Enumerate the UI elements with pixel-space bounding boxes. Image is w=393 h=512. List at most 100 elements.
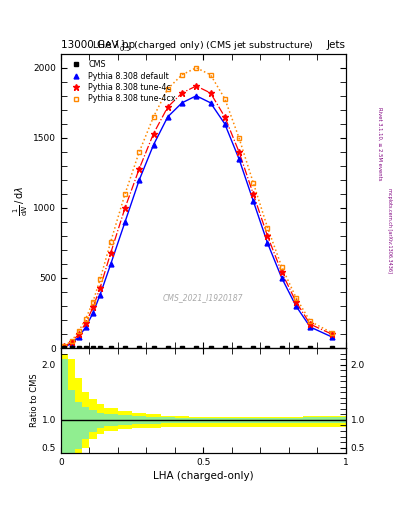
Pythia 8.308 default: [237, 156, 241, 162]
Pythia 8.308 tune-4c: [83, 319, 88, 326]
Text: Rivet 3.1.10, ≥ 2.5M events: Rivet 3.1.10, ≥ 2.5M events: [377, 106, 382, 180]
Text: mcplots.cern.ch [arXiv:1306.3436]: mcplots.cern.ch [arXiv:1306.3436]: [387, 188, 391, 273]
Pythia 8.308 tune-4cx: [108, 239, 113, 245]
Line: CMS: CMS: [63, 346, 333, 350]
Pythia 8.308 tune-4cx: [308, 318, 312, 325]
Text: CMS_2021_I1920187: CMS_2021_I1920187: [163, 293, 244, 303]
Pythia 8.308 tune-4cx: [98, 276, 103, 283]
Pythia 8.308 tune-4cx: [137, 149, 141, 155]
Pythia 8.308 default: [91, 310, 95, 316]
Pythia 8.308 tune-4cx: [69, 338, 74, 344]
CMS: [194, 345, 198, 351]
X-axis label: LHA (charged-only): LHA (charged-only): [153, 471, 254, 481]
Pythia 8.308 default: [251, 198, 255, 204]
Pythia 8.308 tune-4cx: [91, 298, 95, 305]
CMS: [91, 345, 95, 351]
Pythia 8.308 tune-4cx: [123, 191, 127, 197]
Pythia 8.308 tune-4c: [91, 304, 95, 310]
CMS: [329, 345, 334, 351]
Pythia 8.308 default: [329, 334, 334, 340]
Legend: CMS, Pythia 8.308 default, Pythia 8.308 tune-4c, Pythia 8.308 tune-4cx: CMS, Pythia 8.308 default, Pythia 8.308 …: [65, 58, 178, 106]
CMS: [308, 345, 312, 351]
CMS: [251, 345, 255, 351]
CMS: [222, 345, 227, 351]
Pythia 8.308 default: [108, 261, 113, 267]
CMS: [108, 345, 113, 351]
Pythia 8.308 tune-4c: [251, 191, 255, 197]
Y-axis label: $\frac{1}{\mathrm{d}N}\,/\,\mathrm{d}\lambda$: $\frac{1}{\mathrm{d}N}\,/\,\mathrm{d}\la…: [12, 186, 30, 216]
Pythia 8.308 default: [265, 240, 270, 246]
Pythia 8.308 default: [208, 100, 213, 106]
Pythia 8.308 tune-4cx: [194, 65, 198, 71]
Pythia 8.308 tune-4c: [137, 165, 141, 172]
Pythia 8.308 tune-4c: [151, 131, 156, 137]
Pythia 8.308 default: [194, 93, 198, 99]
Pythia 8.308 tune-4cx: [165, 86, 170, 92]
Pythia 8.308 tune-4cx: [222, 96, 227, 102]
CMS: [165, 345, 170, 351]
Pythia 8.308 tune-4c: [208, 90, 213, 96]
Pythia 8.308 default: [165, 114, 170, 120]
CMS: [83, 345, 88, 351]
Pythia 8.308 tune-4cx: [83, 315, 88, 322]
Pythia 8.308 default: [123, 219, 127, 225]
Pythia 8.308 tune-4c: [237, 149, 241, 155]
Pythia 8.308 default: [69, 341, 74, 347]
Pythia 8.308 default: [76, 334, 81, 340]
Pythia 8.308 tune-4c: [279, 269, 284, 275]
Pythia 8.308 default: [222, 121, 227, 127]
CMS: [294, 345, 298, 351]
CMS: [180, 345, 184, 351]
Pythia 8.308 default: [151, 142, 156, 148]
CMS: [265, 345, 270, 351]
CMS: [98, 345, 103, 351]
Pythia 8.308 tune-4c: [194, 83, 198, 89]
Pythia 8.308 tune-4c: [180, 90, 184, 96]
CMS: [279, 345, 284, 351]
Pythia 8.308 tune-4c: [165, 104, 170, 110]
Line: Pythia 8.308 tune-4cx: Pythia 8.308 tune-4cx: [62, 66, 334, 348]
Pythia 8.308 tune-4cx: [76, 328, 81, 334]
Pythia 8.308 tune-4c: [69, 339, 74, 346]
Pythia 8.308 tune-4c: [123, 205, 127, 211]
CMS: [237, 345, 241, 351]
Pythia 8.308 default: [180, 100, 184, 106]
Pythia 8.308 default: [98, 292, 103, 298]
Pythia 8.308 default: [62, 344, 67, 350]
Pythia 8.308 default: [83, 324, 88, 330]
Pythia 8.308 tune-4cx: [329, 330, 334, 336]
Line: Pythia 8.308 default: Pythia 8.308 default: [62, 93, 334, 349]
Pythia 8.308 default: [279, 275, 284, 281]
Text: Jets: Jets: [327, 39, 346, 50]
Pythia 8.308 default: [137, 177, 141, 183]
Y-axis label: Ratio to CMS: Ratio to CMS: [30, 374, 39, 428]
Pythia 8.308 tune-4c: [265, 233, 270, 239]
Pythia 8.308 tune-4c: [76, 331, 81, 337]
Pythia 8.308 tune-4c: [108, 250, 113, 256]
Pythia 8.308 tune-4cx: [180, 72, 184, 78]
Text: 13000 GeV pp: 13000 GeV pp: [61, 39, 135, 50]
Pythia 8.308 tune-4c: [329, 331, 334, 337]
Pythia 8.308 tune-4cx: [208, 72, 213, 78]
Pythia 8.308 tune-4cx: [279, 264, 284, 270]
Pythia 8.308 tune-4cx: [251, 180, 255, 186]
Line: Pythia 8.308 tune-4c: Pythia 8.308 tune-4c: [61, 83, 335, 349]
Pythia 8.308 tune-4c: [98, 285, 103, 291]
Pythia 8.308 tune-4c: [62, 343, 67, 349]
Pythia 8.308 default: [308, 324, 312, 330]
Pythia 8.308 default: [294, 303, 298, 309]
Title: LHA $\lambda^{1}_{0.5}$ (charged only) (CMS jet substructure): LHA $\lambda^{1}_{0.5}$ (charged only) (…: [92, 38, 314, 54]
Pythia 8.308 tune-4cx: [265, 224, 270, 230]
CMS: [208, 345, 213, 351]
CMS: [151, 345, 156, 351]
CMS: [62, 345, 67, 351]
Pythia 8.308 tune-4cx: [294, 294, 298, 301]
Pythia 8.308 tune-4c: [222, 114, 227, 120]
CMS: [69, 345, 74, 351]
Pythia 8.308 tune-4c: [308, 321, 312, 327]
CMS: [137, 345, 141, 351]
Pythia 8.308 tune-4cx: [237, 135, 241, 141]
CMS: [123, 345, 127, 351]
Pythia 8.308 tune-4cx: [62, 343, 67, 349]
Pythia 8.308 tune-4c: [294, 298, 298, 305]
